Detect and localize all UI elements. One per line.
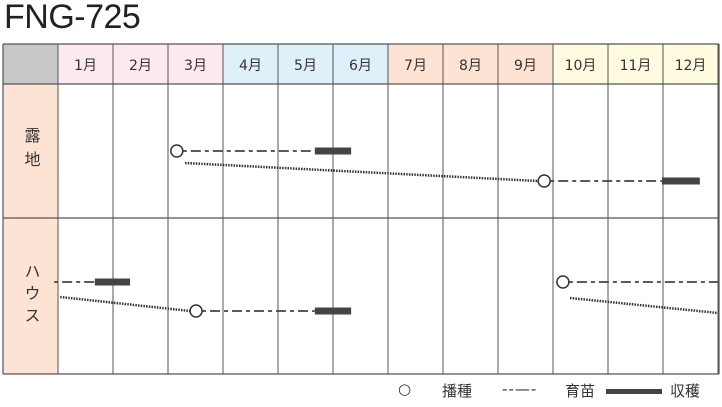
month-label: 5月 [294, 58, 317, 74]
month-label: 9月 [514, 58, 537, 74]
transplant-line [569, 296, 719, 315]
month-label: 8月 [459, 58, 482, 74]
sowing-marker [189, 304, 203, 318]
month-label: 7月 [404, 58, 427, 74]
row-label-cell-open-field: 露地 [3, 84, 58, 218]
row-label: ハウス [21, 263, 41, 329]
month-label: 2月 [129, 58, 152, 74]
header-corner [3, 44, 58, 84]
month-header-cell [663, 44, 718, 84]
row-label: 露地 [21, 127, 41, 175]
legend-harvest-icon [606, 389, 662, 394]
month-header-cell [278, 44, 333, 84]
legend-nursery-label: 育苗 [565, 382, 596, 400]
sowing-marker [170, 144, 184, 158]
row-label-cell-greenhouse: ハウス [3, 218, 58, 374]
month-label: 3月 [184, 58, 207, 74]
legend-sow-icon: ○ [398, 380, 412, 398]
month-header-cell [443, 44, 498, 84]
legend-sow-label: 播種 [442, 382, 473, 400]
sowing-marker [556, 275, 570, 289]
month-label: 10月 [565, 58, 597, 74]
month-label: 4月 [239, 58, 262, 74]
month-header-cell [168, 44, 223, 84]
harvest-bar [314, 147, 352, 155]
page-title: FNG-725 [4, 0, 141, 36]
legend-nursery-icon: --—- [502, 380, 538, 398]
transplant-line [184, 161, 539, 183]
row-label-background [3, 84, 58, 218]
harvest-bar [314, 307, 352, 315]
sowing-marker [537, 174, 551, 188]
legend-harvest-label: 収穫 [670, 382, 701, 400]
month-header-cell [553, 44, 608, 84]
row-label-background [3, 218, 58, 374]
month-header-cell [113, 44, 168, 84]
harvest-bar [94, 278, 131, 286]
month-header-cell [58, 44, 113, 84]
month-label: 11月 [620, 58, 652, 74]
month-header-cell [223, 44, 278, 84]
transplant-line [60, 295, 191, 313]
month-header-cell [388, 44, 443, 84]
month-header-cell [333, 44, 388, 84]
month-label: 12月 [675, 58, 707, 74]
month-label: 1月 [74, 58, 97, 74]
month-header-cell [608, 44, 663, 84]
harvest-bar [661, 177, 700, 185]
month-header-cell [498, 44, 553, 84]
month-label: 6月 [349, 58, 372, 74]
